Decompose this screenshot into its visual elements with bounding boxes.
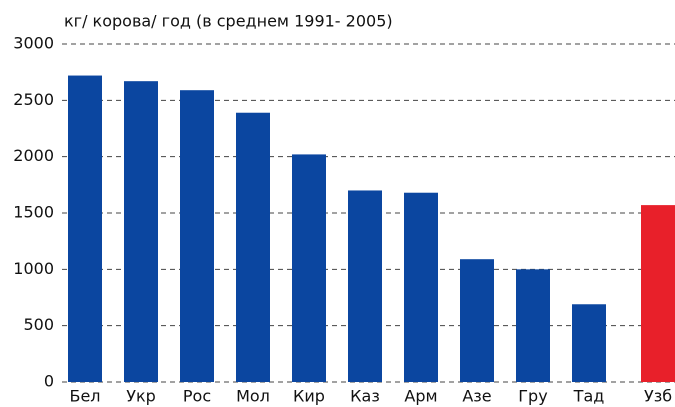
bar	[460, 259, 494, 382]
bar	[292, 154, 326, 382]
bar	[404, 192, 438, 382]
bar	[572, 304, 606, 382]
x-tick-label: Каз	[350, 387, 380, 406]
y-tick-label: 0	[44, 372, 54, 391]
bar	[124, 81, 158, 383]
x-tick-label: Тад	[573, 387, 605, 406]
x-tick-label: Мол	[236, 387, 270, 406]
x-tick-label: Бел	[69, 387, 100, 406]
x-tick-label: Укр	[126, 387, 156, 406]
chart-title: кг/ корова/ год (в среднем 1991- 2005)	[64, 12, 393, 31]
x-tick-label: Кир	[293, 387, 325, 406]
y-tick-label: 2000	[13, 146, 54, 165]
y-tick-label: 1500	[13, 203, 54, 222]
x-tick-label: Рос	[183, 387, 211, 406]
bar	[516, 269, 550, 382]
x-tick-label: Гру	[518, 387, 547, 406]
bar	[348, 190, 382, 382]
y-tick-label: 1000	[13, 259, 54, 278]
y-tick-label: 3000	[13, 34, 54, 53]
bar	[641, 205, 675, 382]
bar	[68, 75, 102, 383]
y-tick-label: 500	[23, 315, 54, 334]
bar	[236, 112, 270, 382]
x-tick-label: Узб	[644, 387, 672, 406]
y-tick-label: 2500	[13, 90, 54, 109]
x-tick-label: Азе	[462, 387, 491, 406]
bar	[180, 90, 214, 383]
x-tick-label: Арм	[404, 387, 437, 406]
